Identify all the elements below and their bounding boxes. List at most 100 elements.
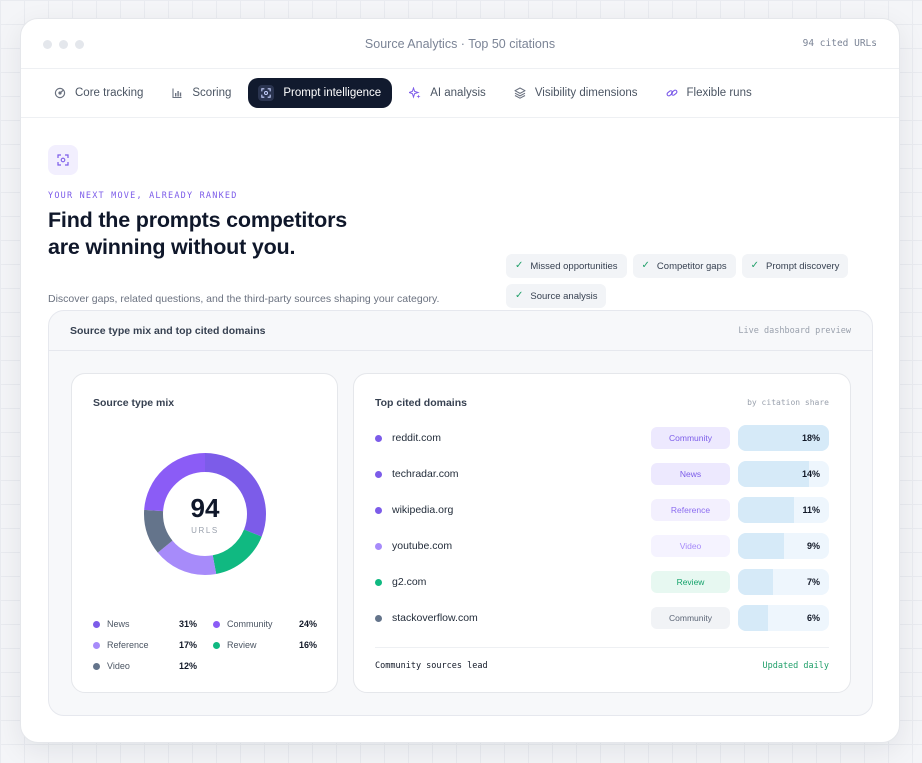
feature-chips: ✓ Missed opportunities ✓ Competitor gaps ✓… <box>506 254 866 308</box>
chip-competitor-gaps: ✓ Competitor gaps <box>632 254 736 278</box>
check-icon: ✓ <box>641 260 650 271</box>
tab-label: Visibility dimensions <box>534 87 638 99</box>
share-bar: 14% <box>738 461 829 487</box>
check-icon: ✓ <box>515 260 524 271</box>
share-bar: 7% <box>738 569 829 595</box>
domain-row[interactable]: g2.com Review 7% <box>375 569 830 595</box>
domain-row[interactable]: reddit.com Community 18% <box>375 425 830 451</box>
footer-insight: Community sources lead <box>375 660 488 671</box>
share-bar-fill <box>738 497 794 523</box>
domain-type-tag: Reference <box>651 499 730 521</box>
bar-chart-icon <box>171 87 183 99</box>
legend-news: News 31% <box>93 617 197 631</box>
share-bar-fill <box>738 605 769 631</box>
dashboard-note: Live dashboard preview <box>738 325 851 336</box>
share-pct: 6% <box>806 613 820 623</box>
legend-reference: Reference 17% <box>93 638 197 652</box>
legend-video: Video 12% <box>93 659 197 673</box>
domain-dot <box>375 506 382 514</box>
chip-label: Source analysis <box>530 290 598 302</box>
legend-label: Video <box>107 661 130 671</box>
share-bar-fill <box>738 569 774 595</box>
domain-name: techradar.com <box>392 468 459 480</box>
window-dot-close[interactable] <box>43 40 52 49</box>
domain-type-tag: Community <box>651 607 730 629</box>
tab-core-tracking[interactable]: Core tracking <box>43 78 154 108</box>
window-title: Source Analytics · Top 50 citations <box>364 36 556 51</box>
share-pct: 7% <box>806 577 820 587</box>
card-title: Top cited domains <box>375 397 467 409</box>
window-dot-minimize[interactable] <box>59 40 68 49</box>
share-bar: 6% <box>738 605 829 631</box>
dashboard-title: Source type mix and top cited domains <box>70 324 266 337</box>
chip-label: Missed opportunities <box>530 260 618 272</box>
tab-label: AI analysis <box>430 87 486 99</box>
legend-community: Community 24% <box>213 617 317 631</box>
domain-row[interactable]: youtube.com Video 9% <box>375 533 830 559</box>
domain-name: reddit.com <box>392 432 442 444</box>
tab-scoring[interactable]: Scoring <box>160 78 242 108</box>
page-headline: Find the prompts competitors are winning… <box>48 208 347 259</box>
app-window: Source Analytics · Top 50 citations 94 c… <box>20 18 900 743</box>
domain-dot <box>375 614 382 622</box>
tab-prompt-intelligence[interactable]: Prompt intelligence <box>248 78 393 108</box>
domain-row[interactable]: techradar.com News 14% <box>375 461 830 487</box>
eyebrow-label: YOUR NEXT MOVE, ALREADY RANKED <box>48 191 238 201</box>
legend-pct: 17% <box>178 640 197 650</box>
legend-review: Review 16% <box>213 638 317 652</box>
domain-dot <box>375 434 382 442</box>
legend-label: Review <box>227 640 257 650</box>
feature-tabs: Core tracking Scoring Prompt intelligenc… <box>21 69 899 118</box>
source-mix-card: Source type mix 94 URLS News 31% Communi… <box>71 373 338 693</box>
legend-pct: 24% <box>298 619 317 629</box>
donut-segment-community[interactable] <box>144 453 266 575</box>
tab-label: Flexible runs <box>686 87 752 99</box>
donut-segment-reference[interactable] <box>144 453 266 575</box>
tab-visibility-dimensions[interactable]: Visibility dimensions <box>503 78 649 108</box>
domain-row[interactable]: stackoverflow.com Community 6% <box>375 605 830 631</box>
share-pct: 18% <box>801 433 820 443</box>
share-bar-fill <box>738 425 829 451</box>
donut-unit: URLS <box>191 525 219 535</box>
hero-section: YOUR NEXT MOVE, ALREADY RANKED Find the … <box>48 145 872 308</box>
chip-prompt-discovery: ✓ Prompt discovery <box>741 254 849 278</box>
domain-name: youtube.com <box>392 540 453 552</box>
dashboard-preview: Source type mix and top cited domains Li… <box>48 310 873 716</box>
page-subtext: Discover gaps, related questions, and th… <box>48 293 440 305</box>
legend-dot <box>93 641 100 649</box>
donut-segment-video[interactable] <box>144 453 266 575</box>
tab-label: Prompt intelligence <box>283 87 382 99</box>
tab-label: Core tracking <box>75 87 144 99</box>
domain-type-tag: Video <box>651 535 730 557</box>
domain-row[interactable]: wikipedia.org Reference 11% <box>375 497 830 523</box>
scan-icon <box>258 85 275 101</box>
cited-urls-count: 94 cited URLs <box>802 38 877 49</box>
source-mix-donut: 94 URLS <box>144 453 266 575</box>
domain-dot <box>375 578 382 586</box>
tab-label: Scoring <box>192 87 232 99</box>
radar-icon <box>54 87 66 99</box>
top-domains-card: Top cited domains by citation share redd… <box>353 373 851 693</box>
card-hint: by citation share <box>747 398 829 407</box>
legend-label: Reference <box>107 640 149 650</box>
tab-flexible-runs[interactable]: Flexible runs <box>655 78 763 108</box>
legend-dot <box>213 620 220 628</box>
legend-pct: 12% <box>178 661 197 671</box>
domain-type-tag: Community <box>651 427 730 449</box>
window-controls <box>43 40 84 49</box>
domain-dot <box>375 470 382 478</box>
donut-chart <box>144 453 266 575</box>
chip-label: Competitor gaps <box>656 260 727 272</box>
footer-update-status: Updated daily <box>762 660 829 671</box>
share-pct: 9% <box>806 541 820 551</box>
tab-ai-analysis[interactable]: AI analysis <box>398 78 497 108</box>
window-dot-maximize[interactable] <box>75 40 84 49</box>
check-icon: ✓ <box>750 260 760 271</box>
chip-missed-opportunities: ✓ Missed opportunities <box>506 254 627 278</box>
link-icon <box>666 87 678 99</box>
share-pct: 14% <box>801 469 820 479</box>
chip-label: Prompt discovery <box>766 260 840 272</box>
legend-dot <box>93 620 100 628</box>
check-icon: ✓ <box>515 290 524 301</box>
sparkle-icon <box>409 87 421 99</box>
